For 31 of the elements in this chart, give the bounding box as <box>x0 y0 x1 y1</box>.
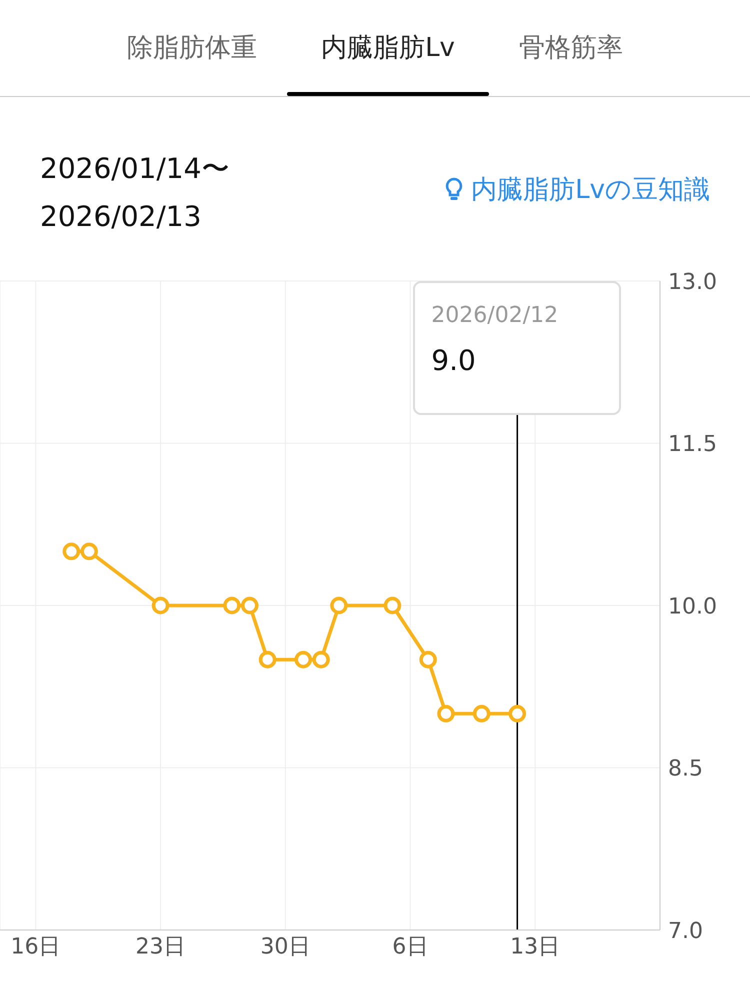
y-tick-label: 7.0 <box>668 918 703 944</box>
point <box>223 596 241 614</box>
point <box>437 704 455 722</box>
x-tick-label: 23日 <box>136 934 186 960</box>
point <box>294 650 312 668</box>
point <box>240 596 258 614</box>
point <box>419 650 437 668</box>
chart-title: 内臓脂肪Lv <box>321 32 455 65</box>
text: 骨格筋率 <box>518 32 623 65</box>
x-tick-label: 30日 <box>260 934 310 960</box>
y-tick-label: 10.0 <box>668 594 717 620</box>
chart-subtitle: 2026/01/14〜 2026/02/13 <box>40 151 230 235</box>
point <box>472 704 490 722</box>
point <box>384 596 402 614</box>
annotation: 2026/02/12 <box>431 303 560 328</box>
text: 内臓脂肪Lvの豆知識 <box>471 174 710 207</box>
text: 除脂肪体重 <box>127 32 258 65</box>
point <box>80 542 98 560</box>
y-tick-label: 13.0 <box>668 270 717 295</box>
point <box>508 704 526 722</box>
point <box>258 650 276 668</box>
point <box>312 650 330 668</box>
x-tick-label: 13日 <box>510 934 560 960</box>
y-tick-label: 11.5 <box>668 432 717 458</box>
x-tick-label: 16日 <box>10 934 61 960</box>
point <box>330 596 348 614</box>
point <box>62 542 80 560</box>
annotation: 9.0 <box>431 344 477 377</box>
y-tick-label: 8.5 <box>668 756 703 782</box>
x-tick-label: 6日 <box>392 934 428 960</box>
point <box>152 596 170 614</box>
